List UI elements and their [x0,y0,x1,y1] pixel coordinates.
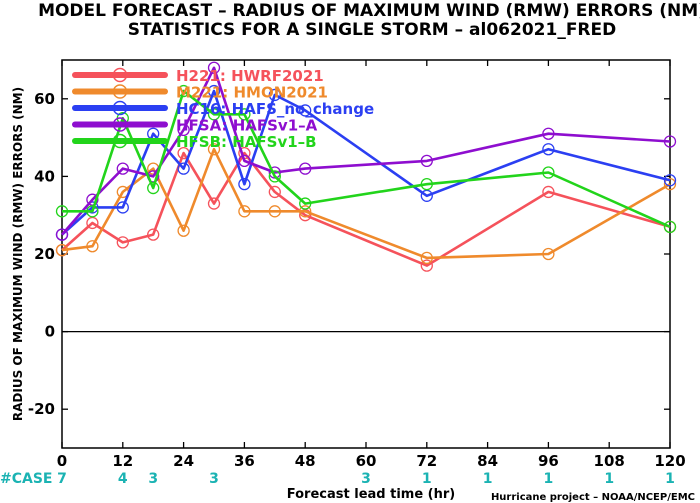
case-count: 1 [604,471,614,487]
series-point [299,104,312,117]
x-tick-label: 48 [295,452,316,470]
series-point [207,197,221,210]
series-point [238,205,251,218]
legend-marker [112,84,128,99]
legend-marker [112,117,128,132]
credit-text: Hurricane project – NOAA/NCEP/EMC [491,492,695,503]
series-point [207,143,221,156]
x-tick-label: 36 [234,452,255,470]
series-point [299,162,312,175]
legend-entry: HFSA: HAFSv1–A [176,117,318,135]
series-layer [55,61,677,272]
series-point [147,181,160,195]
legend-marker [112,100,128,116]
case-count: 3 [361,471,371,487]
y-tick-label: 40 [34,167,55,185]
series-point [207,108,221,121]
y-axis-label: RADIUS OF MAXIMUM WIND (RMW) ERRORS (NM) [11,87,25,421]
case-count: 3 [209,471,219,487]
y-tick-label: 60 [34,90,55,108]
series-point [268,185,281,199]
x-tick-label: 120 [654,452,685,470]
legend-marker [112,133,128,149]
x-tick-label: 108 [594,452,625,470]
series-point [663,135,677,148]
series-point [663,178,677,191]
x-tick-label: 84 [477,452,498,470]
series-point [147,228,160,241]
series-point [542,127,555,140]
x-tick-label: 12 [112,452,133,470]
legend-entry: HC16: HAFS_no_change [176,100,374,118]
series-point [116,236,129,249]
series-point [420,251,433,265]
series-point [268,88,281,102]
case-count: 1 [483,471,493,487]
series-point [299,197,312,210]
series-point [420,178,433,191]
series-point [420,154,433,168]
series-point [238,154,251,168]
series-5 [55,84,677,233]
x-tick-label: 96 [538,452,559,470]
series-point [420,259,433,272]
legend-entry: H221: HWRF2021 [176,67,324,85]
series-point [542,185,555,199]
case-count: 7 [57,471,67,487]
x-tick-label: 72 [416,452,437,470]
series-point [55,205,69,218]
series-point [116,201,129,214]
x-tick-label: 60 [356,452,377,470]
series-point [177,84,190,98]
y-tick-label: 20 [34,245,55,263]
series-point [663,174,677,187]
case-count: 4 [118,471,128,487]
y-tick-label: -20 [28,400,55,418]
axes: 0 12 24 36 48 60 72 84 96 108 120 -20 0 20 40 60 [28,60,686,470]
case-counts: 7 4 3 3 3 1 1 1 1 1 [57,471,675,487]
x-axis-label: Forecast lead time (hr) [287,487,455,502]
case-count: 1 [544,471,554,487]
series-1 [55,146,677,272]
series-point [299,205,312,218]
chart-subtitle: STATISTICS FOR A SINGLE STORM – al062021… [128,20,617,40]
series-point [542,143,555,156]
x-tick-label: 0 [57,452,67,470]
series-point [116,162,129,175]
y-tick-label: 0 [45,323,55,341]
series-point [86,240,99,253]
series-point [207,84,221,98]
series-point [177,123,190,136]
series-point [177,224,190,237]
case-count: 3 [148,471,158,487]
legend-entry: HFSB: HAFSv1–B [176,133,317,151]
case-label: #CASE [0,471,53,487]
series-point [542,166,555,179]
legend-entry: M221: HMON2021 [176,84,328,102]
series-point [55,228,69,241]
legend-marker [112,67,128,83]
series-line [62,89,671,228]
series-line [61,147,671,260]
x-tick-label: 24 [173,452,194,470]
series-2 [55,143,677,265]
case-count: 1 [665,471,675,487]
case-count: 1 [422,471,432,487]
series-point [177,162,190,175]
series-point [55,243,69,257]
series-point [268,205,281,218]
series-point [207,61,221,74]
series-point [663,220,677,233]
chart-title: MODEL FORECAST – RADIUS OF MAXIMUM WIND … [38,1,700,21]
series-point [86,205,99,218]
series-point [238,178,251,191]
series-3 [55,84,677,241]
plot-area [61,59,671,449]
series-point [542,247,555,261]
series-point [238,108,251,121]
series-point [268,170,281,183]
